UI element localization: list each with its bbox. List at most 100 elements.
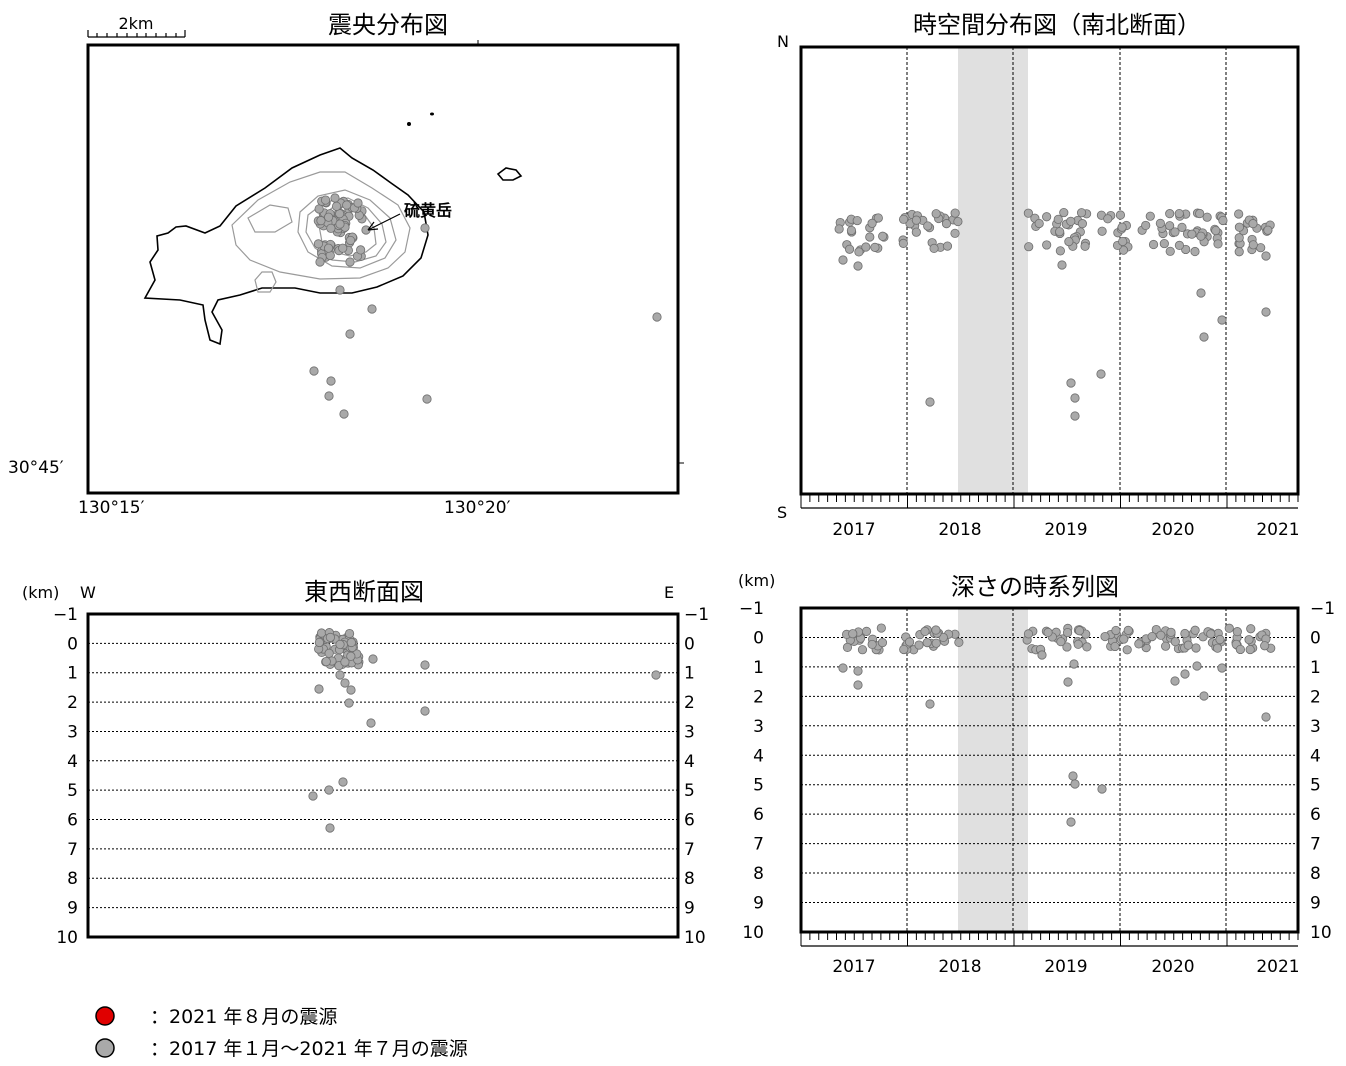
dt-depth-right-10: 10 bbox=[1310, 923, 1332, 943]
dt-depth-right-2: 2 bbox=[1310, 687, 1321, 707]
ew-hypocenter-50 bbox=[321, 656, 331, 667]
ns-hypocenter-149 bbox=[1248, 240, 1258, 250]
map-epicenter-70 bbox=[330, 193, 340, 203]
map-epicenter-69 bbox=[313, 239, 323, 249]
dt-hypocenter-114 bbox=[1183, 640, 1193, 650]
dt-year-2019: 2019 bbox=[1044, 957, 1087, 977]
dt-hypocenter-36 bbox=[904, 637, 915, 647]
ew-depth-right-1: 1 bbox=[684, 664, 695, 684]
ew-depth-left--1: −1 bbox=[53, 605, 78, 625]
dt-depth-right-8: 8 bbox=[1310, 864, 1321, 884]
ew-hypocenter-32 bbox=[344, 628, 355, 639]
ew-hypocenter-61 bbox=[340, 678, 350, 688]
ns-hypocenter-159 bbox=[1199, 332, 1209, 342]
dt-year-2018: 2018 bbox=[938, 957, 981, 977]
ns-hypocenter-32 bbox=[950, 208, 960, 218]
ns-hypocenter-150 bbox=[838, 255, 848, 265]
ns-hypocenter-144 bbox=[1234, 209, 1244, 219]
ns-hypocenter-46 bbox=[898, 214, 909, 224]
ew-hypocenter-72 bbox=[338, 777, 348, 787]
ns-hypocenter-143 bbox=[1234, 222, 1245, 232]
dt-hypocenter-27 bbox=[931, 638, 941, 648]
ew-depth-left-8: 8 bbox=[67, 869, 78, 889]
ns-hypocenter-62 bbox=[1077, 219, 1088, 229]
ns-hypocenter-15 bbox=[844, 244, 855, 254]
dt-shaded-interval bbox=[958, 608, 1028, 932]
ns-hypocenter-153 bbox=[1066, 378, 1076, 388]
ew-hypocenter-54 bbox=[340, 657, 350, 667]
ns-north-label: N bbox=[777, 32, 789, 51]
dt-depth-left-9: 9 bbox=[753, 894, 764, 914]
dt-hypocenter-146 bbox=[1066, 817, 1076, 827]
ns-frame bbox=[799, 45, 1300, 496]
ns-hypocenter-17 bbox=[852, 215, 862, 226]
dt-hypocenter-3 bbox=[857, 645, 868, 655]
dt-hypocenter-132 bbox=[1235, 644, 1246, 655]
dt-hypocenter-145 bbox=[1097, 784, 1107, 794]
dt-hypocenter-148 bbox=[1180, 669, 1190, 679]
ns-hypocenter-118 bbox=[1141, 220, 1151, 231]
ns-hypocenter-117 bbox=[1211, 225, 1221, 236]
dt-depth-left-4: 4 bbox=[753, 746, 764, 766]
ns-hypocenter-127 bbox=[1196, 231, 1206, 241]
ns-hypocenter-125 bbox=[1170, 227, 1180, 237]
dt-hypocenter-35 bbox=[938, 632, 948, 643]
dt-hypocenter-96 bbox=[1180, 628, 1190, 639]
ns-hypocenter-8 bbox=[873, 213, 883, 223]
ew-depth-right-10: 10 bbox=[684, 928, 706, 948]
ns-hypocenter-128 bbox=[1174, 240, 1185, 250]
dt-depth-right--1: −1 bbox=[1310, 599, 1335, 619]
dt-hypocenter-81 bbox=[1111, 625, 1121, 636]
ns-hypocenter-55 bbox=[1042, 212, 1052, 222]
dt-hypocenter-78 bbox=[1100, 631, 1110, 642]
map-frame bbox=[86, 43, 680, 495]
ns-hypocenter-64 bbox=[1055, 246, 1065, 256]
dt-year-2020: 2020 bbox=[1151, 957, 1194, 977]
dt-hypocenter-136 bbox=[838, 663, 848, 673]
dt-depth-left-8: 8 bbox=[753, 864, 764, 884]
scale-bar-label: 2km bbox=[118, 14, 153, 33]
dt-depth-left--1: −1 bbox=[739, 599, 764, 619]
dt-depth-left-1: 1 bbox=[753, 658, 764, 678]
ns-hypocenter-112 bbox=[1187, 229, 1197, 239]
ns-hypocenter-87 bbox=[1117, 222, 1127, 232]
ns-hypocenter-5 bbox=[854, 247, 864, 257]
ns-hypocenter-56 bbox=[1024, 242, 1034, 252]
dt-hypocenter-103 bbox=[1156, 630, 1166, 640]
dt-depth-left-6: 6 bbox=[753, 805, 764, 825]
dt-hypocenter-58 bbox=[1062, 627, 1073, 638]
map-epicenter-78 bbox=[420, 223, 430, 233]
dt-depth-left-0: 0 bbox=[753, 628, 764, 648]
ew-depth-right-9: 9 bbox=[684, 899, 695, 919]
ew-west-label: W bbox=[80, 583, 96, 602]
map-lon-label-2: 130°20′ bbox=[444, 498, 511, 518]
ns-year-2021: 2021 bbox=[1256, 520, 1299, 540]
ew-depth-right-3: 3 bbox=[684, 722, 695, 742]
ns-hypocenter-122 bbox=[1165, 209, 1175, 219]
legend-gray-circle-icon bbox=[95, 1038, 115, 1058]
ns-hypocenter-77 bbox=[1115, 210, 1126, 220]
map-epicenter-83 bbox=[422, 394, 432, 404]
map-epicenter-81 bbox=[324, 391, 334, 401]
ew-hypocenters bbox=[308, 628, 661, 833]
map-epicenter-82 bbox=[339, 409, 349, 419]
ns-hypocenter-42 bbox=[923, 221, 933, 231]
ns-hypocenter-94 bbox=[1190, 246, 1200, 257]
dt-hypocenters bbox=[838, 623, 1276, 827]
ew-title: 東西断面図 bbox=[304, 578, 424, 606]
ew-hypocenter-60 bbox=[335, 670, 345, 680]
ns-hypocenter-121 bbox=[1218, 215, 1228, 226]
dt-hypocenter-142 bbox=[1069, 659, 1079, 669]
dt-hypocenter-147 bbox=[1170, 676, 1180, 686]
map-epicenter-77 bbox=[345, 329, 355, 339]
dt-hypocenter-91 bbox=[1190, 625, 1200, 635]
dt-hypocenter-33 bbox=[914, 640, 924, 650]
ew-depth-left-1: 1 bbox=[67, 664, 78, 684]
dt-hypocenter-13 bbox=[876, 623, 886, 633]
ns-south-label: S bbox=[777, 503, 787, 522]
map-epicenter-62 bbox=[316, 216, 326, 226]
ew-hypocenter-70 bbox=[308, 791, 318, 801]
dt-hypocenter-110 bbox=[1170, 637, 1180, 647]
dt-hypocenter-150 bbox=[1192, 661, 1202, 671]
